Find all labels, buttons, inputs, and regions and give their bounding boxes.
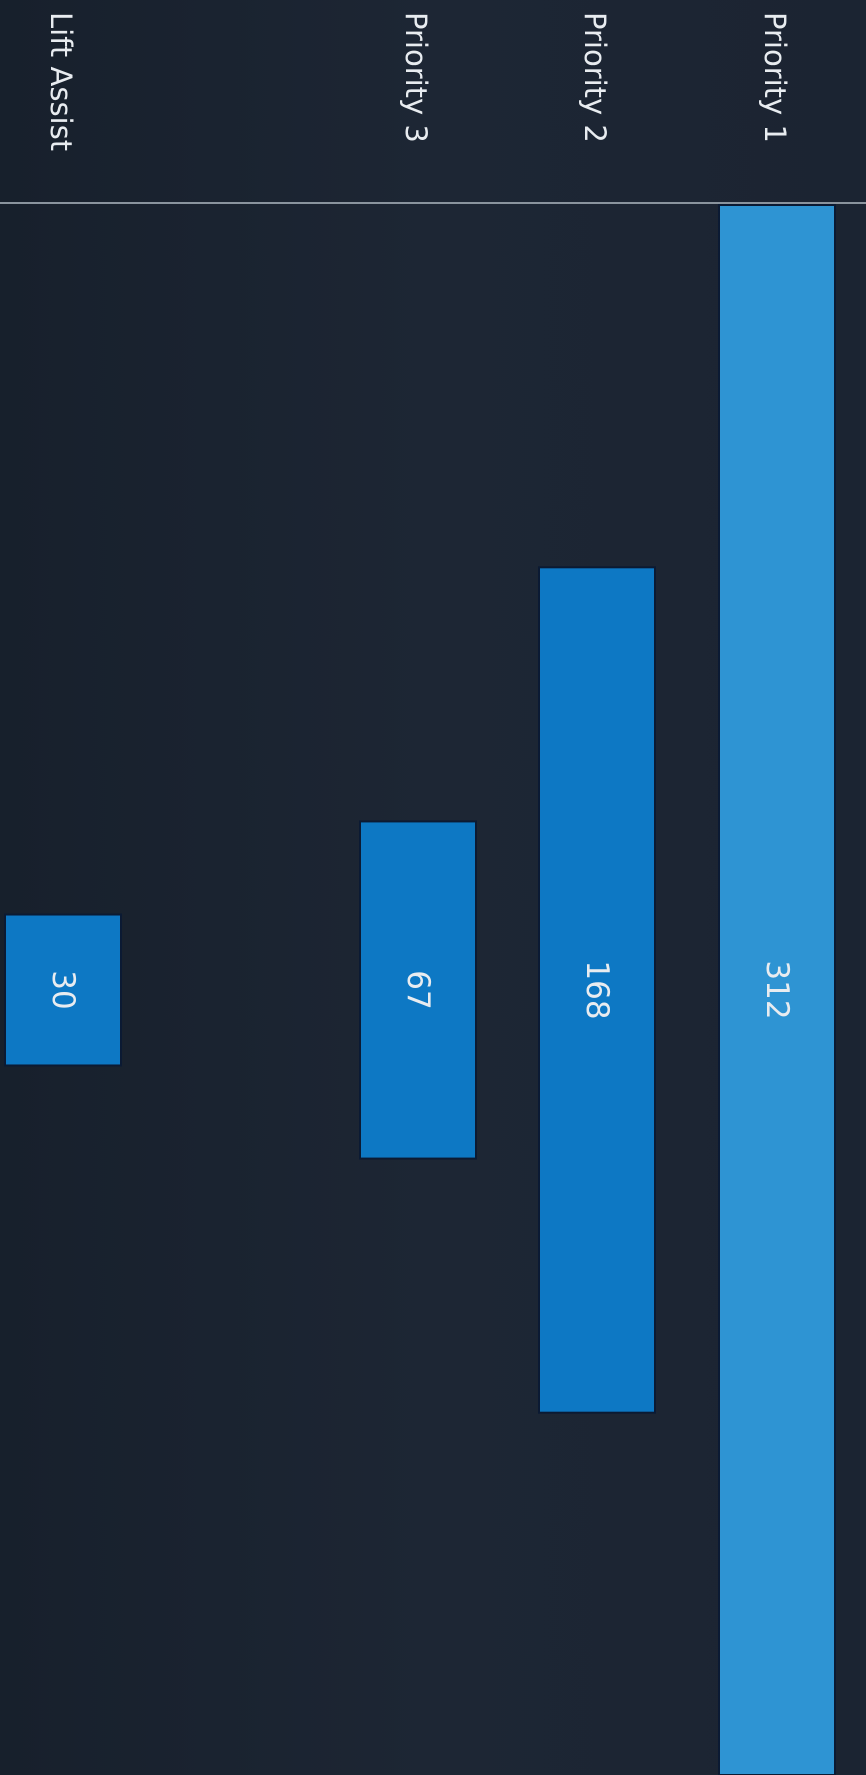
- bar-priority-1: [718, 204, 836, 1775]
- category-label-lift-assist: Lift Assist: [44, 12, 78, 151]
- value-label-lift-assist: 30: [45, 970, 81, 1009]
- value-label-priority-3: 67: [400, 970, 436, 1009]
- category-label-priority-2: Priority 2: [578, 12, 612, 143]
- bar-priority-3: [359, 820, 477, 1160]
- category-label-priority-3: Priority 3: [399, 12, 433, 143]
- category-label-priority-1: Priority 1: [758, 12, 792, 143]
- value-label-priority-1: 312: [759, 960, 795, 1019]
- value-label-priority-2: 168: [579, 960, 615, 1019]
- bar-lift-assist: [4, 913, 122, 1067]
- bar-priority-2: [538, 566, 656, 1414]
